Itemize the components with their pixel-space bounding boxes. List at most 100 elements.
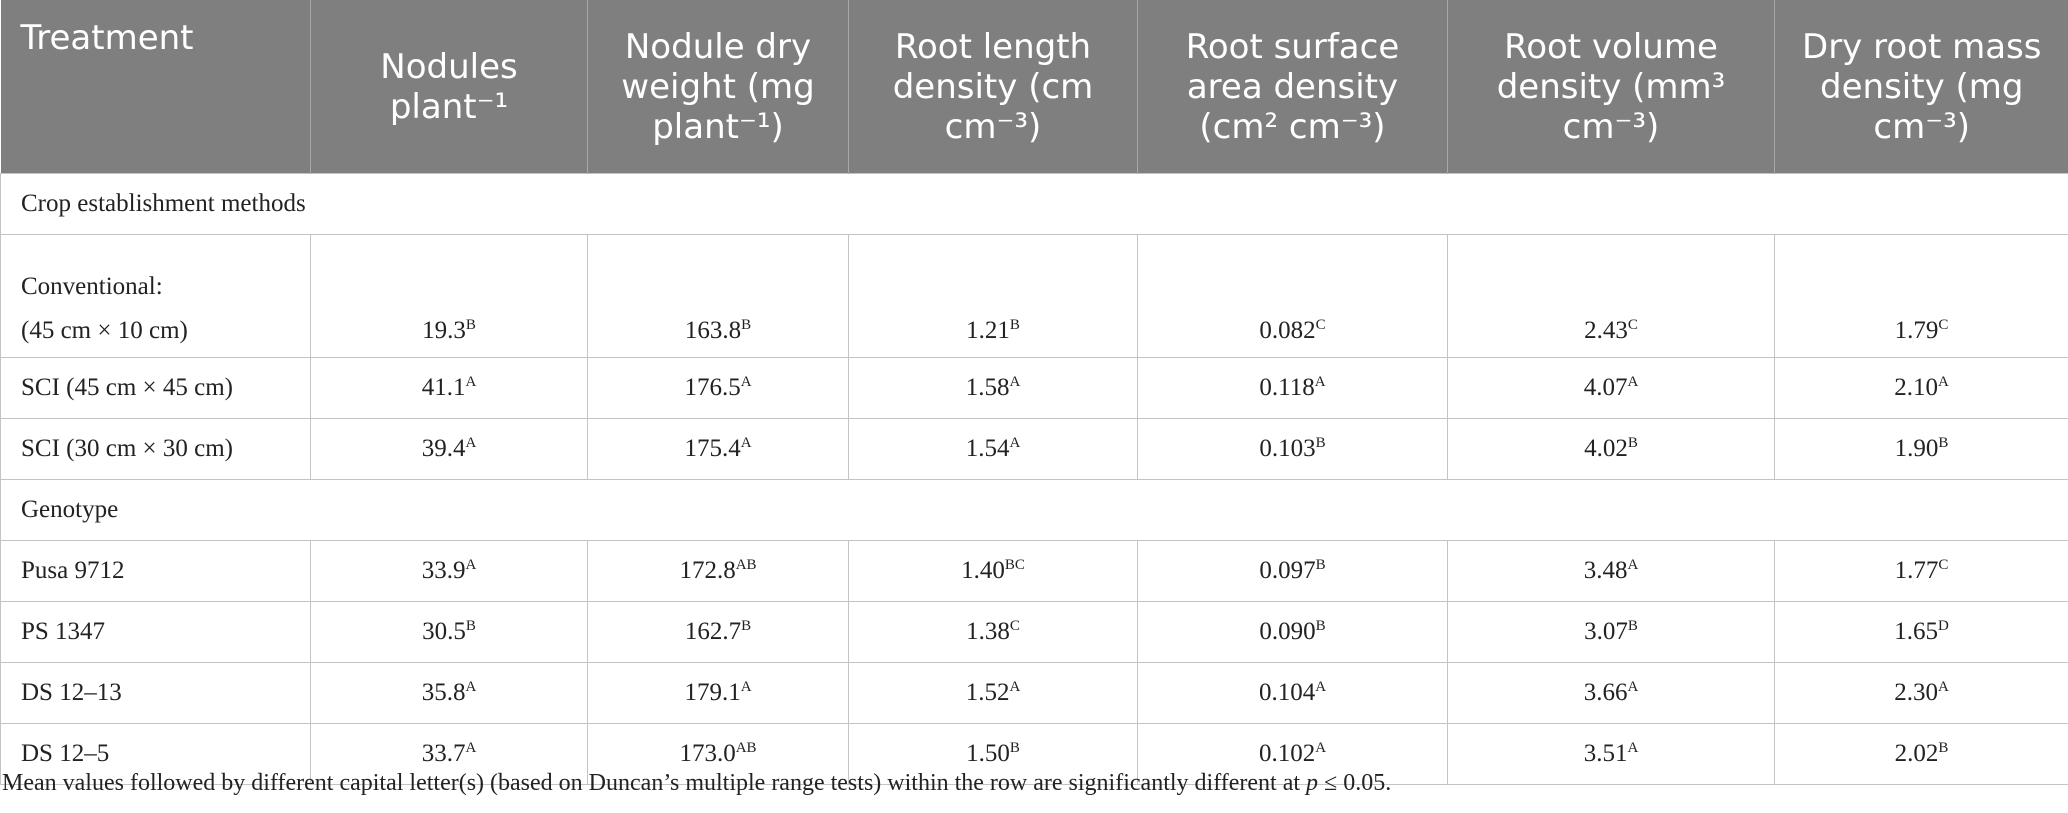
data-cell: 41.1A: [310, 357, 588, 419]
table-header: Treatment Nodules plant⁻¹ Nodule dry weigh…: [0, 0, 2068, 174]
data-cell: 176.5A: [587, 357, 849, 419]
cell-value: 1.38: [966, 618, 1010, 645]
data-cell: 35.8A: [310, 662, 588, 724]
header-row: Treatment Nodules plant⁻¹ Nodule dry weigh…: [0, 0, 2068, 174]
data-cell: 2.43C: [1447, 234, 1775, 358]
data-cell: 2.10A: [1774, 357, 2068, 419]
significance-letter: B: [1627, 435, 1638, 451]
data-cell: 1.77C: [1774, 540, 2068, 602]
data-cell: 2.30A: [1774, 662, 2068, 724]
row-label: PS 1347: [0, 601, 311, 663]
column-header: Root volume density (mm³ cm⁻³): [1447, 0, 1775, 174]
column-header: Root length density (cm cm⁻³): [848, 0, 1138, 174]
significance-letter: A: [1627, 374, 1639, 390]
data-cell: 1.52A: [848, 662, 1138, 724]
data-cell: 162.7B: [587, 601, 849, 663]
significance-letter: AB: [735, 740, 757, 756]
significance-letter: A: [740, 374, 752, 390]
column-header: Dry root mass density (mg cm⁻³): [1774, 0, 2068, 174]
significance-letter: A: [465, 740, 477, 756]
row-label-line: SCI (30 cm × 30 cm): [21, 435, 233, 462]
column-header: Nodules plant⁻¹: [310, 0, 588, 174]
cell-value: 0.102: [1258, 740, 1316, 767]
footnote: Mean values followed by different capita…: [2, 770, 1391, 797]
significance-letter: A: [1009, 679, 1021, 695]
cell-value: 41.1: [421, 374, 466, 401]
significance-letter: B: [1627, 618, 1638, 634]
row-label: Pusa 9712: [0, 540, 311, 602]
data-cell: 2.02B: [1774, 723, 2068, 785]
cell-value: 173.0: [679, 740, 736, 767]
cell-value: 0.090: [1259, 618, 1316, 645]
data-cell: 3.66A: [1447, 662, 1775, 724]
data-row: DS 12–5 33.7A 173.0AB 1.50B 0.102A 3.51A 2.02B: [0, 723, 2068, 785]
cell-value: 0.118: [1259, 374, 1315, 401]
cell-value: 0.103: [1259, 435, 1316, 462]
row-label: DS 12–13: [0, 662, 311, 724]
significance-letter: A: [1627, 740, 1639, 756]
cell-value: 163.8: [684, 317, 742, 344]
data-cell: 33.7A: [310, 723, 588, 785]
row-label-line: (45 cm × 10 cm): [21, 317, 188, 344]
cell-value: 4.02: [1584, 435, 1628, 462]
significance-letter: B: [741, 618, 752, 634]
significance-letter: B: [1009, 317, 1020, 333]
section-row: Crop establishment methods: [0, 173, 2068, 235]
significance-letter: B: [1938, 435, 1949, 451]
data-cell: 39.4A: [310, 418, 588, 480]
significance-letter: B: [1938, 740, 1949, 756]
significance-letter: A: [1937, 374, 1949, 390]
data-cell: 1.40BC: [848, 540, 1138, 602]
cell-value: 176.5: [684, 374, 741, 401]
cell-value: 19.3: [422, 317, 466, 344]
significance-letter: B: [1315, 435, 1326, 451]
cell-value: 1.58: [965, 374, 1010, 401]
cell-value: 1.21: [966, 317, 1010, 344]
cell-value: 33.9: [421, 557, 466, 584]
cell-value: 0.097: [1259, 557, 1316, 584]
significance-letter: A: [465, 435, 477, 451]
data-row: PS 1347 30.5B 162.7B 1.38C 0.090B 3.07B 1.65D: [0, 601, 2068, 663]
data-cell: 179.1A: [587, 662, 849, 724]
cell-value: 172.8: [679, 557, 736, 584]
cell-value: 3.66: [1583, 679, 1628, 706]
data-table: Treatment Nodules plant⁻¹ Nodule dry weigh…: [0, 0, 2068, 785]
data-cell: 3.51A: [1447, 723, 1775, 785]
footnote-p: p: [1306, 770, 1319, 796]
significance-letter: C: [1938, 557, 1949, 573]
significance-letter: AB: [735, 557, 757, 573]
significance-letter: A: [740, 435, 752, 451]
data-cell: 0.118A: [1137, 357, 1448, 419]
data-cell: 0.104A: [1137, 662, 1448, 724]
significance-letter: A: [1627, 679, 1639, 695]
cell-value: 2.02: [1894, 740, 1939, 767]
row-label: Conventional: (45 cm × 10 cm): [0, 234, 311, 358]
footnote-text: ≤ 0.05.: [1318, 770, 1392, 796]
cell-value: 1.65: [1894, 618, 1938, 645]
significance-letter: A: [740, 679, 752, 695]
significance-letter: A: [465, 374, 477, 390]
cell-value: 2.30: [1894, 679, 1938, 706]
cell-value: 1.54: [965, 435, 1010, 462]
table-body: Crop establishment methods Conventional: (…: [0, 173, 2068, 785]
data-cell: 175.4A: [587, 418, 849, 480]
cell-value: 1.52: [965, 679, 1010, 706]
significance-letter: BC: [1004, 557, 1025, 573]
data-cell: 1.79C: [1774, 234, 2068, 358]
significance-letter: A: [1009, 374, 1021, 390]
data-cell: 1.90B: [1774, 418, 2068, 480]
footnote-text: Mean values followed by different capita…: [2, 770, 1307, 796]
significance-letter: B: [1315, 557, 1326, 573]
data-cell: 4.07A: [1447, 357, 1775, 419]
data-cell: 163.8B: [587, 234, 849, 358]
significance-letter: B: [1009, 740, 1020, 756]
data-cell: 1.21B: [848, 234, 1138, 358]
data-cell: 1.65D: [1774, 601, 2068, 663]
cell-value: 2.43: [1584, 317, 1628, 344]
cell-value: 1.77: [1894, 557, 1939, 584]
significance-letter: C: [1315, 317, 1326, 333]
cell-value: 179.1: [684, 679, 741, 706]
significance-letter: B: [741, 317, 752, 333]
data-row: Conventional: (45 cm × 10 cm) 19.3B 163.8B 1…: [0, 234, 2068, 358]
